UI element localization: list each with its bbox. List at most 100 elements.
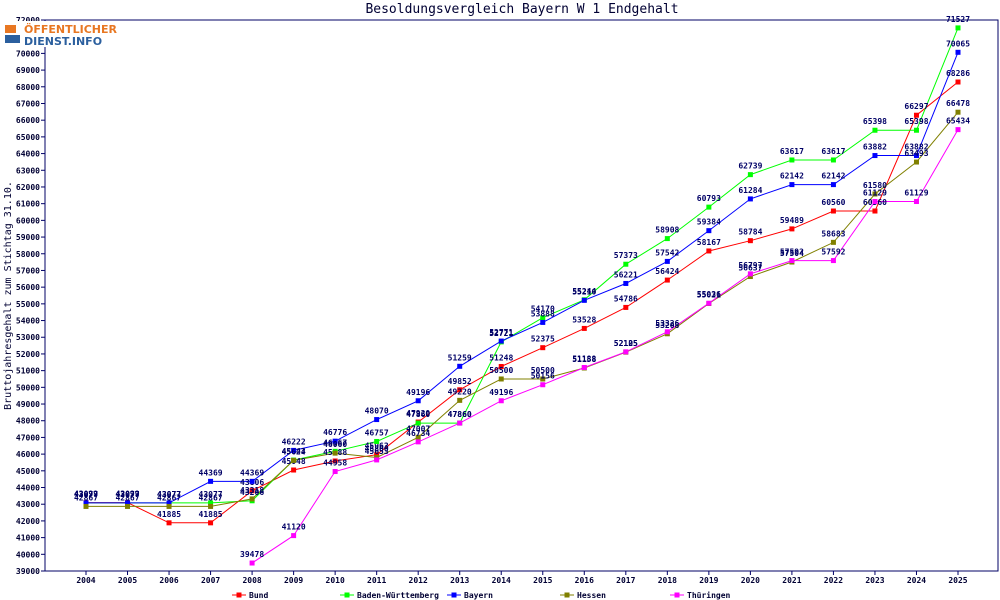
y-tick-label: 67000	[16, 99, 40, 108]
data-label: 62142	[821, 172, 845, 181]
data-label: 60560	[821, 198, 845, 207]
data-point	[125, 503, 131, 509]
data-label: 47860	[406, 410, 430, 419]
data-point	[789, 258, 795, 264]
data-label: 58167	[697, 238, 721, 247]
data-label: 51158	[572, 355, 596, 364]
data-label: 57373	[614, 251, 638, 260]
data-point	[623, 280, 629, 286]
data-point	[208, 503, 214, 509]
data-point	[789, 157, 795, 163]
data-point	[166, 503, 172, 509]
y-tick-label: 72000	[16, 16, 40, 25]
data-label: 49196	[489, 388, 513, 397]
data-point	[457, 420, 463, 426]
data-point	[249, 488, 255, 494]
data-label: 45624	[282, 447, 306, 456]
legend-label: Bayern	[464, 591, 493, 600]
legend-label: Bund	[249, 591, 268, 600]
data-point	[872, 191, 878, 197]
y-tick-label: 40000	[16, 550, 40, 559]
data-point	[498, 363, 504, 369]
x-tick-label: 2024	[907, 576, 926, 585]
y-tick-label: 50000	[16, 383, 40, 392]
x-tick-label: 2004	[76, 576, 95, 585]
data-label: 43099	[115, 490, 139, 499]
logo-line1: ÖFFENTLICHER	[24, 22, 117, 36]
x-tick-label: 2010	[326, 576, 345, 585]
data-point	[789, 182, 795, 188]
data-label: 42867	[199, 493, 223, 502]
data-point	[706, 228, 712, 234]
y-tick-label: 43000	[16, 500, 40, 509]
data-label: 41885	[199, 510, 223, 519]
data-label: 56637	[738, 264, 762, 273]
data-point	[374, 438, 380, 444]
data-point	[581, 325, 587, 331]
x-tick-label: 2007	[201, 576, 220, 585]
data-point	[374, 452, 380, 458]
data-label: 50500	[489, 366, 513, 375]
data-label: 44369	[240, 468, 264, 477]
y-tick-label: 45000	[16, 467, 40, 476]
data-label: 48070	[365, 407, 389, 416]
data-label: 39478	[240, 550, 264, 559]
data-point	[540, 376, 546, 382]
data-point	[955, 109, 961, 115]
data-label: 43206	[240, 488, 264, 497]
data-point	[830, 182, 836, 188]
data-point	[664, 277, 670, 283]
data-point	[540, 345, 546, 351]
series-line-4	[251, 129, 959, 564]
y-tick-label: 46000	[16, 450, 40, 459]
data-point	[913, 112, 919, 118]
data-label: 41885	[157, 510, 181, 519]
data-point	[332, 438, 338, 444]
data-point	[540, 319, 546, 325]
data-point	[623, 261, 629, 267]
data-label: 54170	[531, 305, 555, 314]
data-point	[747, 196, 753, 202]
data-point	[872, 127, 878, 133]
y-tick-label: 47000	[16, 433, 40, 442]
data-label: 68286	[946, 69, 970, 78]
y-tick-label: 39000	[16, 567, 40, 576]
data-point	[208, 478, 214, 484]
x-tick-label: 2021	[782, 576, 801, 585]
series-line-0	[86, 81, 959, 524]
data-label: 61129	[904, 189, 928, 198]
data-point	[291, 447, 297, 453]
data-point	[623, 304, 629, 310]
data-label: 55021	[697, 290, 721, 299]
data-label: 43077	[199, 490, 223, 499]
data-label: 62739	[738, 162, 762, 171]
data-point	[706, 204, 712, 210]
y-tick-label: 65000	[16, 133, 40, 142]
y-tick-label: 56000	[16, 283, 40, 292]
data-point	[955, 127, 961, 133]
x-tick-label: 2016	[575, 576, 594, 585]
data-point	[955, 25, 961, 31]
y-tick-label: 53000	[16, 333, 40, 342]
data-point	[83, 500, 89, 506]
x-tick-label: 2013	[450, 576, 469, 585]
x-tick-label: 2008	[242, 576, 261, 585]
data-label: 53888	[531, 309, 555, 318]
data-label: 66297	[904, 102, 928, 111]
data-label: 56424	[655, 267, 679, 276]
data-point	[913, 127, 919, 133]
data-point	[623, 349, 629, 355]
legend-swatch-marker	[564, 592, 570, 598]
data-point	[747, 238, 753, 244]
y-tick-label: 66000	[16, 116, 40, 125]
data-point	[664, 258, 670, 264]
x-tick-label: 2018	[658, 576, 677, 585]
y-tick-label: 41000	[16, 534, 40, 543]
data-point	[830, 208, 836, 214]
data-point	[415, 420, 421, 426]
y-tick-label: 42000	[16, 517, 40, 526]
data-label: 46222	[282, 437, 306, 446]
y-tick-label: 68000	[16, 83, 40, 92]
